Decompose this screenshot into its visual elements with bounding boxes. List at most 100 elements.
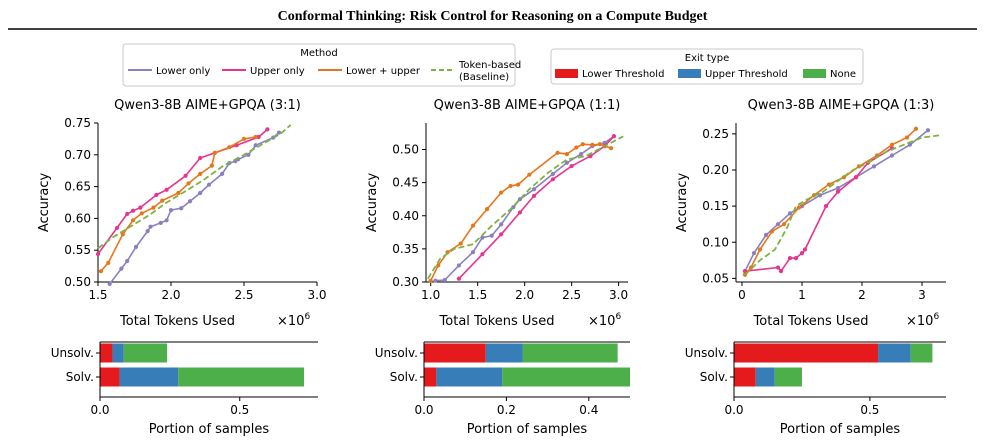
data-point	[456, 276, 461, 281]
x-tick-label: 2.0	[161, 288, 180, 302]
category-label: Unsolv.	[51, 346, 94, 360]
category-label: Solv.	[66, 370, 94, 384]
data-point	[580, 142, 586, 147]
x-scale-label: ×106	[588, 312, 621, 329]
bar-segment	[878, 343, 911, 363]
data-point	[148, 224, 153, 229]
data-point	[590, 142, 595, 147]
data-point	[517, 210, 523, 215]
data-point	[183, 173, 188, 178]
x-tick-label: 2	[858, 288, 866, 302]
chart-title: Qwen3-8B AIME+GPQA (1:3)	[748, 98, 935, 113]
legend-entry-upper-only: Upper only	[222, 66, 305, 77]
data-point	[187, 199, 193, 204]
legend-label: Token-based	[458, 60, 521, 71]
data-point	[151, 205, 156, 210]
bar-segment	[100, 367, 120, 387]
data-point	[241, 136, 247, 141]
data-point	[253, 143, 258, 148]
category-label: Solv.	[700, 370, 728, 384]
bar-segment	[112, 343, 124, 363]
legend-entry-none: None	[803, 69, 856, 80]
data-point	[925, 128, 931, 133]
data-point	[515, 182, 521, 187]
legend-label: Upper only	[250, 66, 305, 77]
x-axis-label: Total Tokens Used	[439, 314, 555, 329]
chart-title: Qwen3-8B AIME+GPQA (1:1)	[434, 98, 621, 113]
data-point	[198, 171, 203, 176]
data-point	[106, 260, 111, 266]
data-point	[130, 218, 136, 223]
x-tick-label: 0.2	[497, 403, 516, 417]
data-point	[793, 256, 799, 261]
data-point	[769, 229, 775, 234]
x-tick-label: 1	[798, 288, 806, 302]
data-point	[125, 258, 130, 264]
data-point	[489, 233, 494, 238]
data-point	[569, 163, 574, 169]
bar-segment	[123, 343, 168, 363]
data-point	[442, 277, 447, 283]
data-point	[611, 134, 617, 139]
data-point	[114, 225, 120, 231]
x-tick-label: 0.0	[90, 403, 109, 417]
y-tick-label: 0.30	[392, 275, 419, 289]
legend-label: Upper Threshold	[705, 69, 788, 80]
x-axis-label: Portion of samples	[780, 422, 901, 437]
bar-segment	[502, 367, 630, 387]
data-point	[206, 182, 212, 187]
y-tick-label: 0.05	[702, 271, 729, 285]
bar-chart-2: Unsolv. Solv. 0.0 0.2 0.4 Portion of samples	[375, 341, 630, 437]
data-point	[130, 208, 136, 213]
data-point	[120, 232, 125, 237]
y-tick-label: 0.45	[392, 176, 419, 190]
plots: Qwen3-8B AIME+GPQA (3:1)1.5 2.0 2.5 3.00.50…	[37, 98, 946, 437]
data-point	[778, 269, 784, 274]
data-point	[499, 190, 504, 195]
x-scale-label: ×106	[906, 312, 939, 329]
data-point	[276, 130, 282, 135]
y-tick-label: 0.65	[64, 180, 91, 194]
data-point	[436, 263, 441, 268]
x-axis-label: Total Tokens Used	[753, 314, 869, 329]
data-point	[480, 235, 485, 240]
bar-segment	[522, 343, 618, 363]
data-point	[799, 250, 805, 256]
y-tick-label: 0.15	[702, 199, 729, 213]
y-tick-label: 0.70	[64, 148, 91, 162]
x-tick-label: 0.5	[230, 403, 249, 417]
data-point	[564, 152, 570, 157]
legend-label: Lower only	[156, 66, 210, 77]
legend-label: None	[830, 69, 856, 80]
legend-entry-lower-threshold: Lower Threshold	[555, 69, 664, 80]
y-tick-label: 0.60	[64, 211, 91, 225]
data-point	[564, 160, 570, 165]
data-point	[198, 155, 203, 161]
data-point	[95, 251, 101, 257]
data-point	[889, 142, 895, 147]
bar-segment	[119, 367, 179, 387]
data-point	[823, 204, 829, 209]
data-point	[119, 266, 124, 271]
category-label: Solv.	[390, 370, 418, 384]
y-tick-label: 0.10	[702, 235, 729, 249]
data-point	[484, 207, 490, 212]
data-point	[98, 269, 104, 274]
bar-segment	[774, 367, 802, 387]
data-point	[871, 164, 877, 169]
data-point	[139, 211, 144, 216]
y-tick-label: 0.25	[702, 127, 729, 141]
data-point	[775, 222, 781, 227]
data-point	[757, 247, 763, 252]
y-tick-label: 0.75	[64, 116, 91, 130]
x-tick-label: 0.4	[579, 403, 598, 417]
method-legend: Method Lower only Upper only Lower + upp…	[122, 43, 521, 87]
data-point	[160, 198, 165, 203]
data-point	[787, 211, 793, 216]
data-point	[220, 171, 225, 176]
data-point	[763, 232, 769, 238]
method-legend-title: Method	[300, 48, 338, 59]
bar-segment	[755, 367, 775, 387]
data-point	[265, 127, 270, 132]
